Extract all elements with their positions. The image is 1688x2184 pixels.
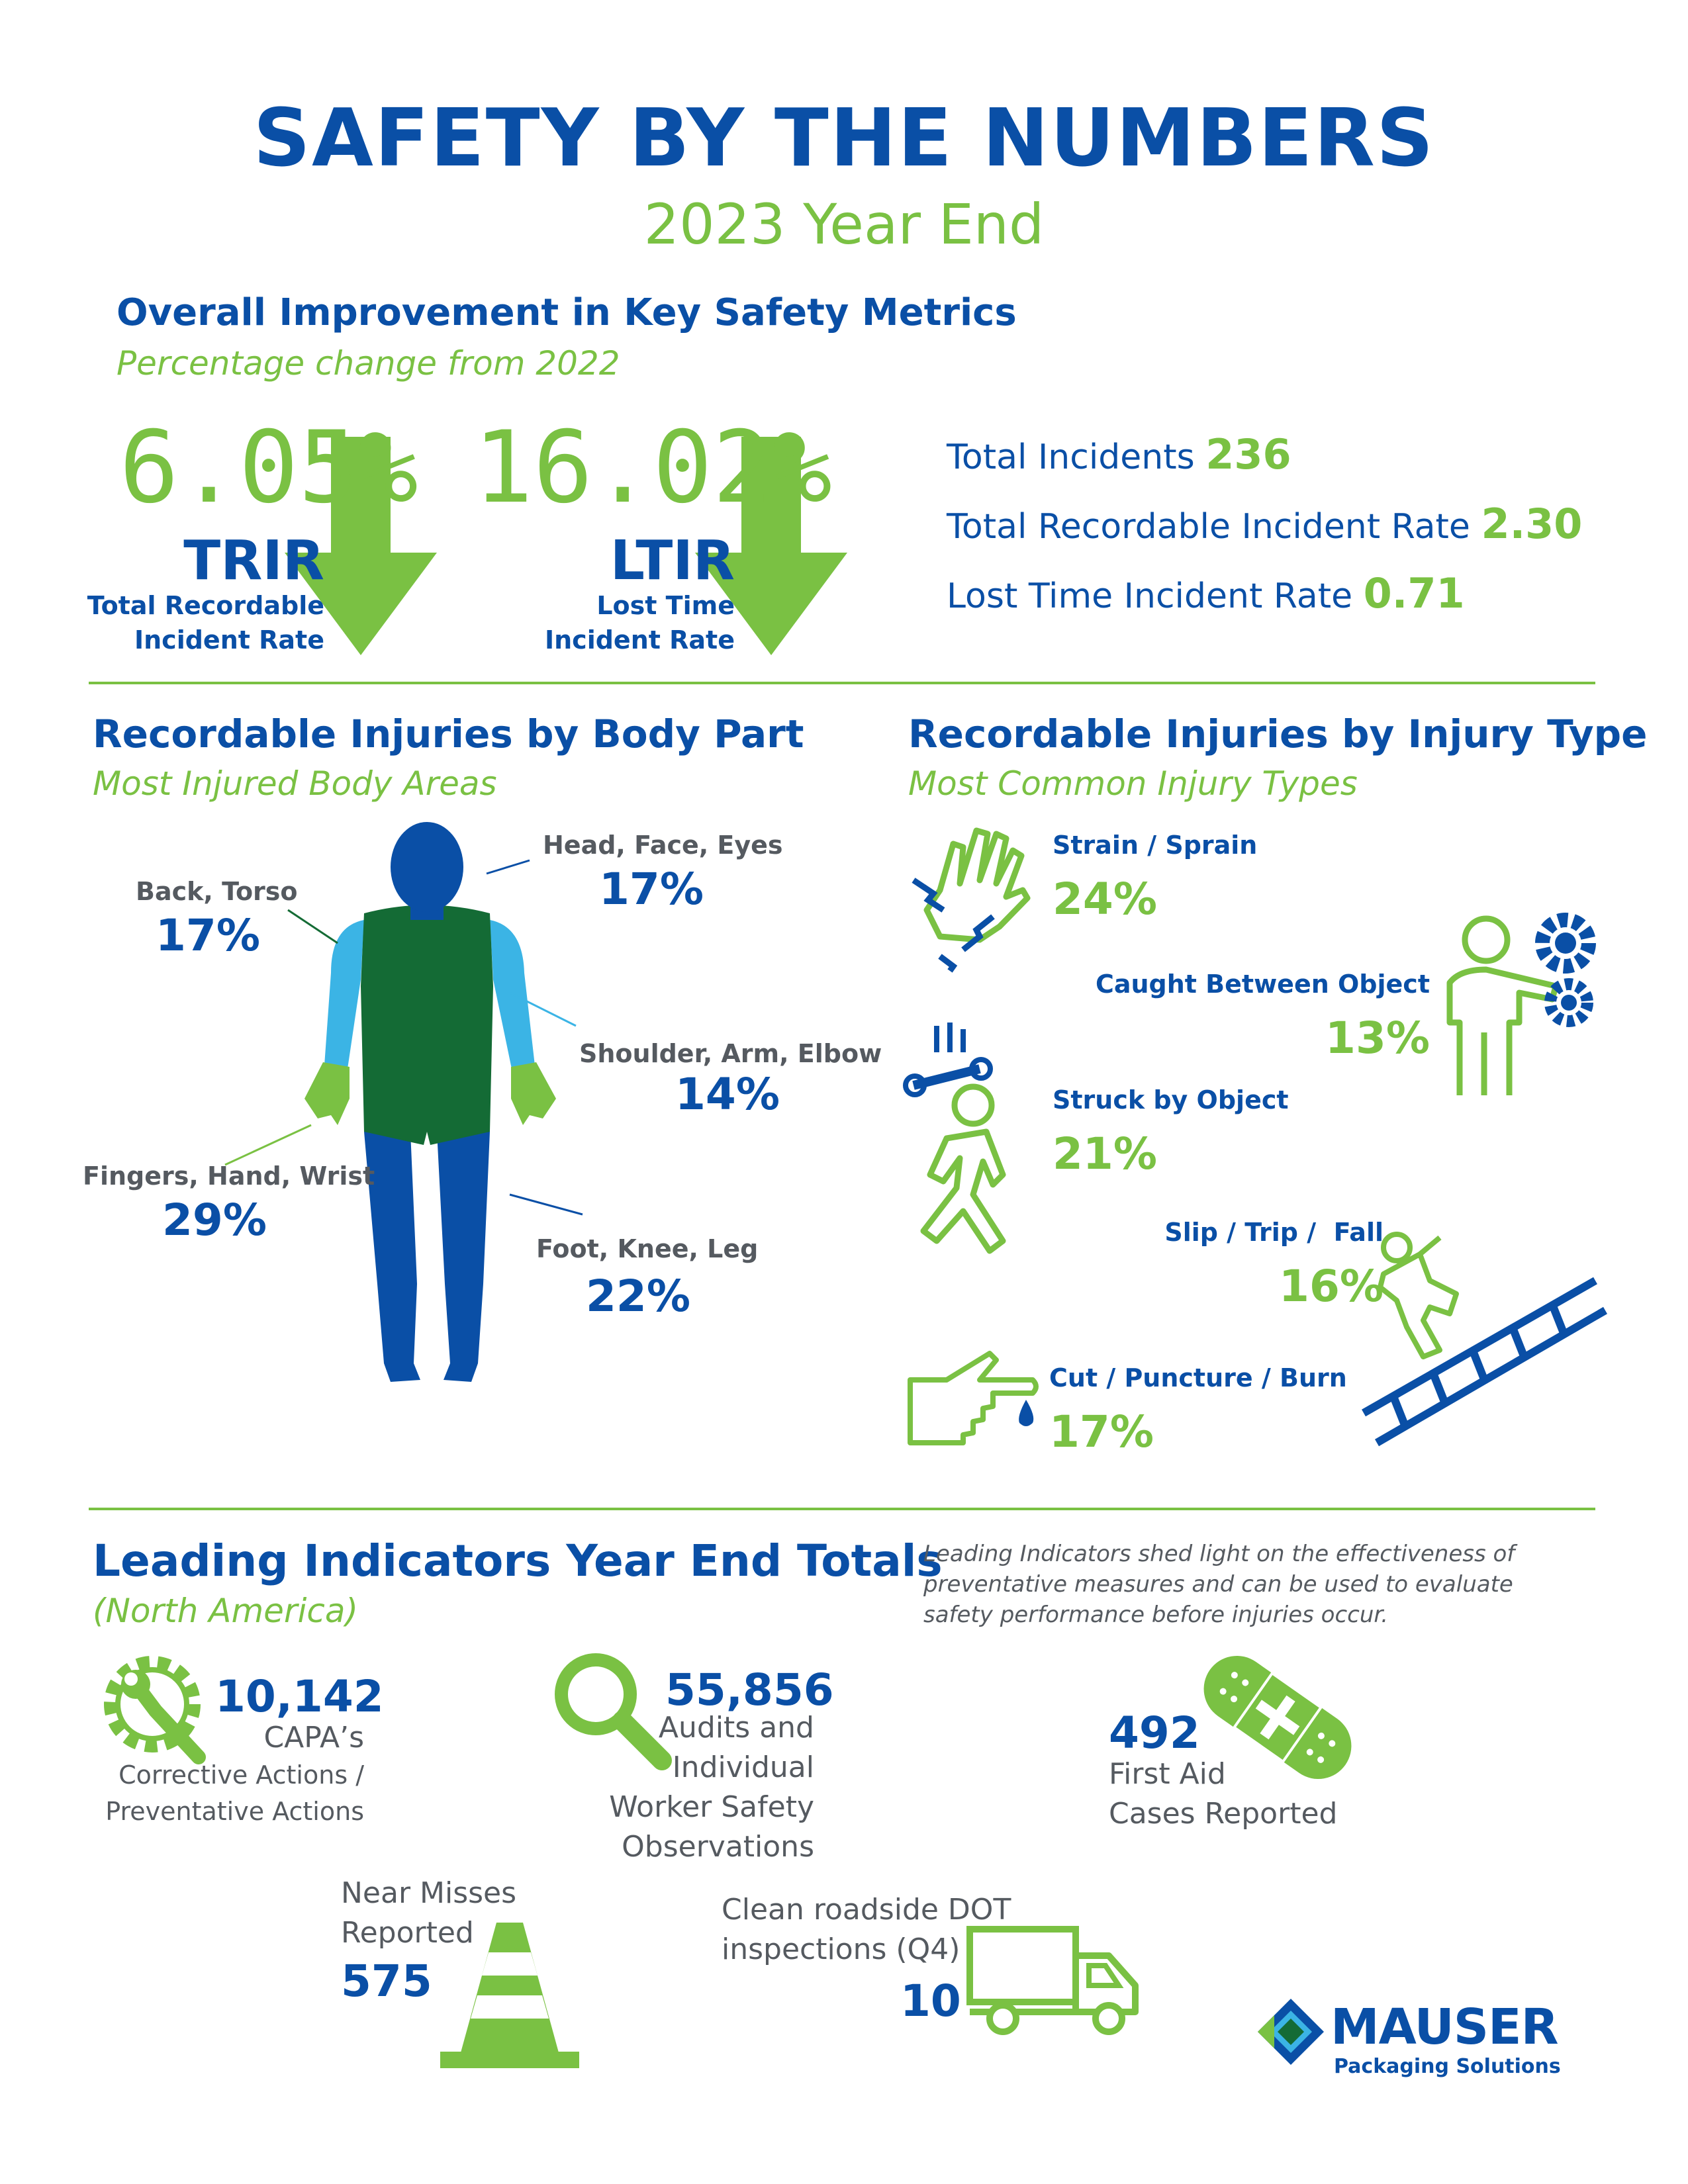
struck-by-object-value: 21% [1053, 1128, 1157, 1179]
ltir-abbr: LTIR [610, 529, 735, 592]
body-part-subheading: Most Injured Body Areas [93, 764, 497, 803]
audits-line3: Worker Safety [609, 1790, 814, 1824]
total-incidents-value: 236 [1205, 430, 1291, 478]
slip-trip-fall-label: Slip / Trip / Fall [1164, 1218, 1383, 1247]
brand-name: MAUSER [1331, 1999, 1559, 2056]
near-miss-line2: Reported [341, 1916, 474, 1950]
leading-subheading: (North America) [93, 1592, 359, 1630]
cut-puncture-burn-value: 17% [1049, 1406, 1154, 1457]
magnifier-icon [555, 1653, 672, 1770]
ltir-change-value: 16.02% [473, 410, 832, 525]
struck-by-object-label: Struck by Object [1053, 1085, 1289, 1115]
brand-tagline: Packaging Solutions [1334, 2055, 1561, 2078]
head-face-eyes-value: 17% [599, 864, 704, 915]
leading-heading: Leading Indicators Year End Totals [93, 1535, 943, 1586]
leading-note-line: safety performance before injuries occur… [923, 1602, 1389, 1628]
mauser-logo-icon [1258, 1999, 1324, 2065]
gears-person-icon [1446, 913, 1596, 1095]
strain-sprain-value: 24% [1053, 874, 1157, 925]
head-face-eyes-label: Head, Face, Eyes [543, 831, 783, 860]
strain-sprain-label: Strain / Sprain [1053, 831, 1258, 860]
ltir-label-line2: Incident Rate [544, 625, 735, 655]
caught-between-value: 13% [1325, 1013, 1430, 1064]
metrics-heading: Overall Improvement in Key Safety Metric… [117, 291, 1017, 334]
slip-trip-fall-value: 16% [1279, 1261, 1383, 1312]
near-miss-value: 575 [341, 1956, 432, 2007]
bandage-icon [1203, 1655, 1352, 1780]
falling-wrench-icon [903, 1023, 1006, 1254]
fingers-hand-wrist-value: 29% [162, 1195, 267, 1246]
leading-note-line: Leading Indicators shed light on the eff… [923, 1541, 1515, 1567]
injury-type-subheading: Most Common Injury Types [908, 764, 1358, 803]
trir-total-value: 2.30 [1481, 500, 1583, 548]
fingers-hand-wrist-label: Fingers, Hand, Wrist [83, 1161, 375, 1191]
first-aid-line2: Cases Reported [1109, 1797, 1338, 1831]
back-torso-value: 17% [156, 910, 260, 961]
shoulder-arm-elbow-value: 14% [675, 1069, 780, 1120]
caught-between-label: Caught Between Object [1095, 970, 1430, 999]
trir-label-line2: Incident Rate [134, 625, 324, 655]
hand-strain-icon [912, 827, 1031, 973]
down-arrow-icon [285, 437, 437, 655]
ltir-total-label: Lost Time Incident Rate [947, 576, 1353, 616]
page-title: SAFETY BY THE NUMBERS [253, 93, 1435, 185]
audits-value: 55,856 [665, 1664, 834, 1715]
near-miss-line1: Near Misses [341, 1876, 517, 1910]
leading-note: Leading Indicators shed light on the eff… [923, 1539, 1515, 1630]
total-incidents-row: Total Incidents 236 [947, 430, 1291, 478]
divider [89, 682, 1595, 684]
capa-value: 10,142 [215, 1671, 384, 1722]
down-arrow-icon [695, 437, 847, 655]
dot-value: 10 [900, 1976, 961, 2026]
audits-line2: Individual [672, 1751, 814, 1784]
trir-change-value: 6.05% [119, 410, 418, 525]
total-incidents-label: Total Incidents [947, 437, 1195, 477]
dot-line2: inspections (Q4) [722, 1933, 961, 1966]
trir-total-row: Total Recordable Incident Rate 2.30 [947, 500, 1582, 548]
trir-label-line1: Total Recordable [87, 591, 324, 620]
ltir-label-line1: Lost Time [596, 591, 735, 620]
trir-total-label: Total Recordable Incident Rate [947, 507, 1470, 547]
shoulder-arm-elbow-label: Shoulder, Arm, Elbow [579, 1039, 882, 1068]
traffic-cone-icon [440, 1923, 579, 2068]
foot-knee-leg-value: 22% [586, 1271, 690, 1322]
gear-wrench-icon [104, 1656, 206, 1764]
back-torso-label: Back, Torso [136, 877, 298, 906]
foot-knee-leg-label: Foot, Knee, Leg [536, 1234, 759, 1263]
dot-line1: Clean roadside DOT [722, 1893, 1011, 1927]
truck-icon [966, 1926, 1139, 2035]
capa-line2: Corrective Actions / [118, 1760, 364, 1790]
cut-puncture-burn-label: Cut / Puncture / Burn [1049, 1363, 1347, 1392]
ltir-total-value: 0.71 [1363, 569, 1465, 617]
capa-line3: Preventative Actions [105, 1797, 364, 1826]
human-body-figure [305, 822, 556, 1382]
divider [89, 1508, 1595, 1510]
leading-note-line: preventative measures and can be used to… [923, 1571, 1513, 1598]
first-aid-line1: First Aid [1109, 1757, 1226, 1791]
injury-type-heading: Recordable Injuries by Injury Type [908, 711, 1648, 756]
audits-line4: Observations [622, 1830, 814, 1864]
ltir-total-row: Lost Time Incident Rate 0.71 [947, 569, 1465, 617]
audits-line1: Audits and [658, 1711, 814, 1745]
capa-line1: CAPA’s [263, 1721, 364, 1754]
trir-abbr: TRIR [183, 529, 324, 592]
body-part-heading: Recordable Injuries by Body Part [93, 711, 804, 756]
ladder-fall-icon [1362, 1232, 1608, 1447]
cut-finger-icon [908, 1351, 1039, 1445]
page-subtitle: 2023 Year End [643, 192, 1045, 257]
metrics-subheading: Percentage change from 2022 [117, 344, 620, 383]
first-aid-value: 492 [1109, 1707, 1200, 1758]
